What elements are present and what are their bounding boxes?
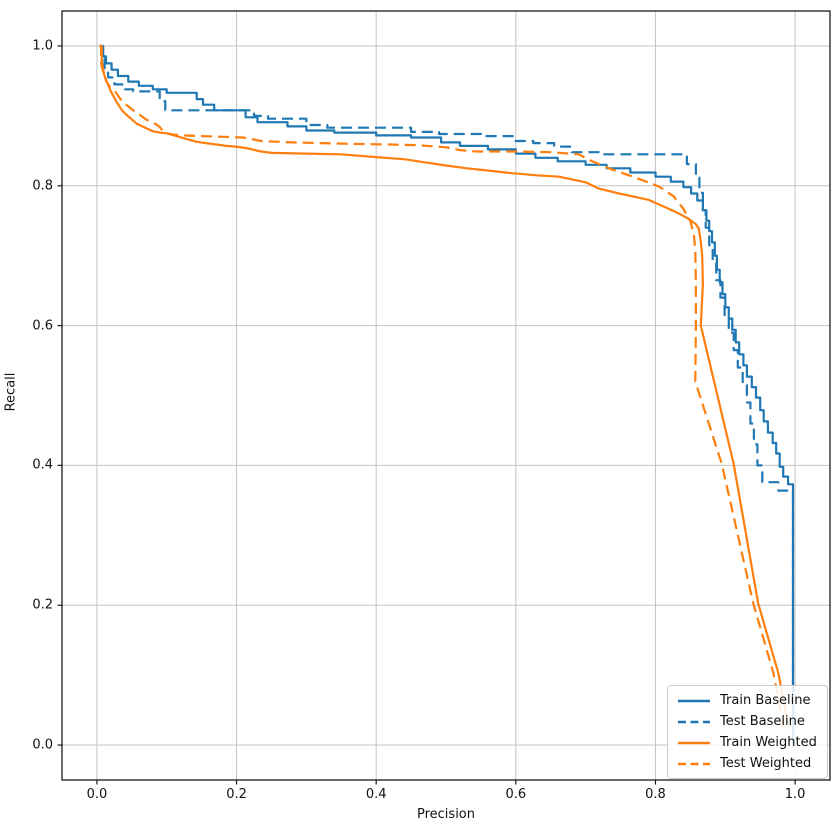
y-tick-label: 0.6 xyxy=(32,318,53,334)
x-tick-label: 0.6 xyxy=(505,787,527,802)
legend-line-sample xyxy=(678,741,710,744)
y-tick-label: 0.0 xyxy=(32,737,53,753)
y-tick-label: 0.4 xyxy=(32,457,53,473)
y-tick-label: 0.2 xyxy=(32,597,53,613)
x-tick-label: 0.8 xyxy=(645,787,666,802)
legend-label: Train Baseline xyxy=(720,693,811,708)
series-test-weighted xyxy=(99,44,786,732)
y-axis-label: Recall xyxy=(3,372,19,412)
x-tick-label: 1.0 xyxy=(784,787,806,802)
x-tick-label: 0.0 xyxy=(86,787,108,802)
x-axis-label: Precision xyxy=(416,807,476,822)
legend: Train Baseline Test Baseline Train Weighte… xyxy=(667,685,828,779)
legend-label: Test Baseline xyxy=(720,714,805,729)
series-train-weighted xyxy=(99,44,790,725)
legend-label: Train Weighted xyxy=(720,735,817,750)
x-tick-label: 0.4 xyxy=(365,787,387,802)
legend-item: Train Weighted xyxy=(677,734,817,751)
series-test-baseline xyxy=(99,44,795,745)
legend-line-sample xyxy=(678,720,710,723)
axes-spines xyxy=(61,10,831,781)
x-tick-label: 0.2 xyxy=(226,787,247,802)
y-tick-label: 0.8 xyxy=(32,178,53,194)
legend-item: Test Baseline xyxy=(677,713,817,730)
legend-item: Train Baseline xyxy=(677,692,817,709)
legend-item: Test Weighted xyxy=(677,755,817,772)
series-train-baseline xyxy=(99,44,795,745)
legend-line-sample xyxy=(678,762,710,765)
y-tick-label: 1.0 xyxy=(32,38,53,54)
legend-line-sample xyxy=(678,699,710,702)
legend-label: Test Weighted xyxy=(720,756,812,771)
